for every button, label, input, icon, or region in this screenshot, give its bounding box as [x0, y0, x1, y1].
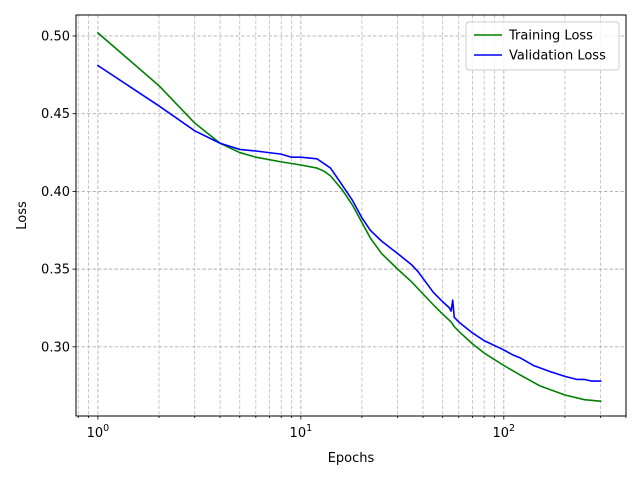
training-loss-line — [96, 31, 602, 403]
x-tick-label: 101 — [290, 423, 313, 441]
x-tick-label: 100 — [87, 423, 110, 441]
legend-label-training: Training Loss — [508, 29, 593, 44]
y-tick-label: 0.45 — [41, 107, 70, 122]
plot-frame — [75, 14, 627, 417]
y-tick-label: 0.40 — [41, 185, 70, 200]
legend-label-validation: Validation Loss — [509, 49, 606, 64]
y-tick-label: 0.35 — [41, 263, 70, 278]
legend: Training Loss Validation Loss — [465, 21, 620, 71]
legend-box — [465, 21, 620, 71]
x-tick-label: 102 — [493, 423, 516, 441]
y-axis-label: Loss — [15, 201, 30, 230]
tick-layer: 0.30 0.35 0.40 0.45 0.50 100 101 102 — [41, 29, 627, 441]
x-axis-label: Epochs — [328, 451, 375, 466]
grid-layer — [76, 15, 627, 416]
y-tick-label: 0.50 — [41, 29, 70, 44]
y-tick-label: 0.30 — [41, 340, 70, 355]
series-layer — [96, 31, 602, 403]
validation-loss-line — [96, 64, 602, 382]
